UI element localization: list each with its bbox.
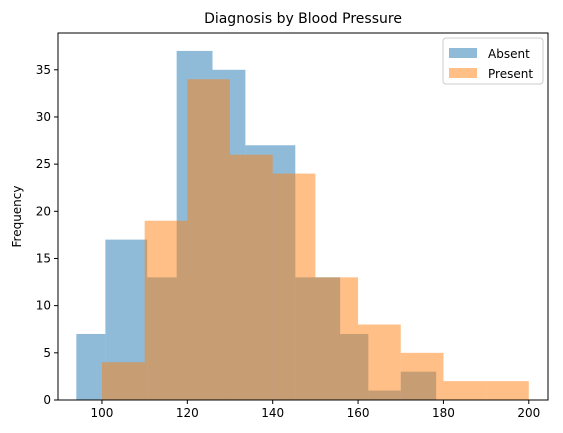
x-tick-label: 120 [176, 406, 199, 420]
y-tick-label: 30 [36, 110, 51, 124]
bar-present-1 [144, 220, 188, 400]
chart-title: Diagnosis by Blood Pressure [204, 11, 402, 27]
x-tick-label: 160 [347, 406, 370, 420]
plot-frame [57, 32, 549, 401]
bar-present-2 [187, 79, 231, 400]
legend-swatch-present [449, 68, 477, 78]
x-tick-label: 180 [432, 406, 455, 420]
legend-swatch-absent [449, 48, 477, 58]
bar-present-0 [101, 362, 145, 400]
bar-present-3 [230, 154, 273, 400]
y-tick-label: 0 [43, 393, 51, 407]
bar-present-4 [272, 173, 316, 400]
y-tick-label: 25 [36, 157, 51, 171]
legend-label-present: Present [488, 67, 533, 81]
legend: Absent Present [442, 37, 544, 85]
y-axis-label: Frequency [10, 186, 24, 248]
bar-absent-0 [76, 333, 106, 400]
y-tick-label: 20 [36, 204, 51, 218]
bar-present-6 [358, 324, 401, 400]
y-tick-label: 35 [36, 63, 51, 77]
y-tick-label: 15 [36, 251, 51, 265]
x-tick-label: 200 [517, 406, 540, 420]
x-tick-label: 100 [91, 406, 114, 420]
y-axis: 0 5 10 15 20 25 30 35 [36, 63, 58, 407]
bar-present-7 [400, 352, 444, 400]
x-axis: 100 120 140 160 180 200 [91, 400, 540, 420]
bars-layer [76, 50, 529, 401]
y-tick-label: 5 [43, 346, 51, 360]
bar-present-8 [443, 381, 487, 400]
x-tick-label: 140 [261, 406, 284, 420]
bar-present-5 [315, 277, 359, 400]
bar-present-9 [486, 381, 529, 400]
y-tick-label: 10 [36, 299, 51, 313]
legend-label-absent: Absent [488, 47, 530, 61]
